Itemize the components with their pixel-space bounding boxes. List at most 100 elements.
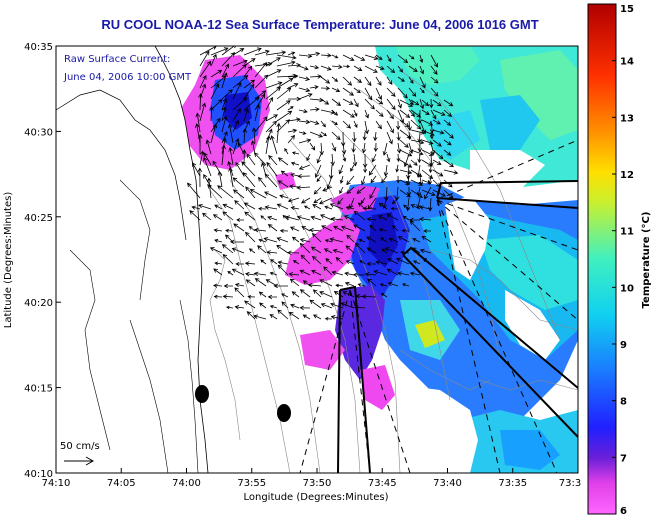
scale-vector xyxy=(64,456,95,466)
colorbar-tick-label: 15 xyxy=(620,4,634,15)
current-vector xyxy=(199,74,207,89)
current-vector xyxy=(429,98,434,109)
current-vector xyxy=(232,48,245,56)
current-vector xyxy=(277,157,289,166)
current-vector xyxy=(250,140,256,155)
current-vector xyxy=(301,226,311,232)
current-vector xyxy=(246,311,256,320)
current-vector xyxy=(443,139,452,146)
current-vector xyxy=(399,109,411,118)
current-vector xyxy=(373,131,378,142)
current-vector xyxy=(367,278,377,287)
current-vector xyxy=(375,76,382,86)
current-vector xyxy=(227,123,234,144)
current-vector xyxy=(244,261,256,266)
current-vector xyxy=(210,83,220,100)
current-vector xyxy=(346,234,355,243)
current-vector xyxy=(249,189,267,199)
current-vector xyxy=(297,173,311,179)
current-vector xyxy=(386,213,399,221)
x-tick-label: 73:55 xyxy=(237,478,266,489)
current-vector xyxy=(254,152,267,166)
current-vector xyxy=(276,203,289,210)
current-vector xyxy=(419,216,432,222)
current-vector xyxy=(399,179,410,185)
current-vector xyxy=(419,248,432,254)
current-vector xyxy=(309,65,320,70)
current-vector xyxy=(287,63,301,68)
current-vector xyxy=(421,159,433,167)
current-vector xyxy=(319,279,333,287)
current-vector xyxy=(421,179,432,185)
current-vector xyxy=(410,169,423,177)
current-vector xyxy=(343,215,355,221)
current-vector xyxy=(432,119,441,125)
current-vector xyxy=(267,215,278,221)
current-vector xyxy=(412,238,421,243)
current-vector xyxy=(232,138,240,155)
current-vector xyxy=(319,291,333,298)
current-vector xyxy=(209,105,214,122)
current-vector xyxy=(287,83,299,89)
figure-title: RU COOL NOAA-12 Sea Surface Temperature:… xyxy=(101,17,538,32)
current-vector xyxy=(187,182,201,199)
current-vector xyxy=(353,76,362,84)
current-vector xyxy=(395,257,410,265)
current-vector xyxy=(192,162,201,177)
current-vector xyxy=(417,142,423,153)
x-tick-label: 74:00 xyxy=(172,478,201,489)
current-vector xyxy=(281,301,289,309)
current-vector xyxy=(320,303,333,309)
current-vector xyxy=(300,197,311,204)
current-vector xyxy=(353,87,361,94)
current-vector xyxy=(270,135,278,155)
current-vector xyxy=(235,261,245,266)
current-vector xyxy=(443,129,454,139)
current-vector xyxy=(312,204,322,210)
current-vector xyxy=(290,303,300,309)
current-vector xyxy=(353,210,366,221)
current-vector xyxy=(225,305,234,310)
current-vector xyxy=(339,186,344,195)
current-vector xyxy=(370,175,377,184)
current-vector xyxy=(421,129,435,136)
current-vector xyxy=(320,214,333,221)
current-vector xyxy=(353,98,359,108)
current-vector xyxy=(399,139,409,148)
x-axis: 74:10 74:05 74:00 73:55 73:50 73:45 73:40 73:35… xyxy=(42,468,581,489)
current-vector xyxy=(243,107,249,122)
current-vector xyxy=(345,205,355,210)
x-tick-label: 74:05 xyxy=(107,478,136,489)
current-vector xyxy=(353,54,366,61)
current-vector xyxy=(210,99,223,111)
current-vector xyxy=(419,54,424,64)
y-axis: 40:35 40:30 40:25 40:20 40:15 40:10 xyxy=(24,42,61,480)
x-tick-label: 73:50 xyxy=(303,478,332,489)
current-vector xyxy=(254,49,270,56)
current-vector xyxy=(231,268,245,276)
hf-radar-radials xyxy=(299,139,578,473)
current-vector xyxy=(232,177,245,188)
current-vector xyxy=(331,142,337,152)
current-vector xyxy=(386,109,394,120)
current-vector xyxy=(386,76,393,86)
current-vector xyxy=(361,175,366,186)
current-vector xyxy=(265,114,279,122)
current-vector xyxy=(266,250,278,255)
current-vector xyxy=(342,120,352,129)
current-vector xyxy=(432,129,445,135)
current-vector xyxy=(222,211,234,221)
current-vector xyxy=(326,175,333,190)
current-vector xyxy=(410,189,423,198)
current-vector xyxy=(213,294,223,299)
current-vector xyxy=(217,170,223,188)
current-vector xyxy=(381,175,388,184)
colorbar-tick-label: 13 xyxy=(620,113,634,124)
current-vector xyxy=(366,217,377,222)
colorbar-ticks: 15 14 13 12 11 10 9 8 7 6 xyxy=(612,3,634,517)
current-vector xyxy=(217,185,234,199)
current-vector xyxy=(332,248,344,254)
x-tick-label: 73:40 xyxy=(433,478,462,489)
current-vector xyxy=(358,238,366,243)
current-vector xyxy=(392,225,399,232)
